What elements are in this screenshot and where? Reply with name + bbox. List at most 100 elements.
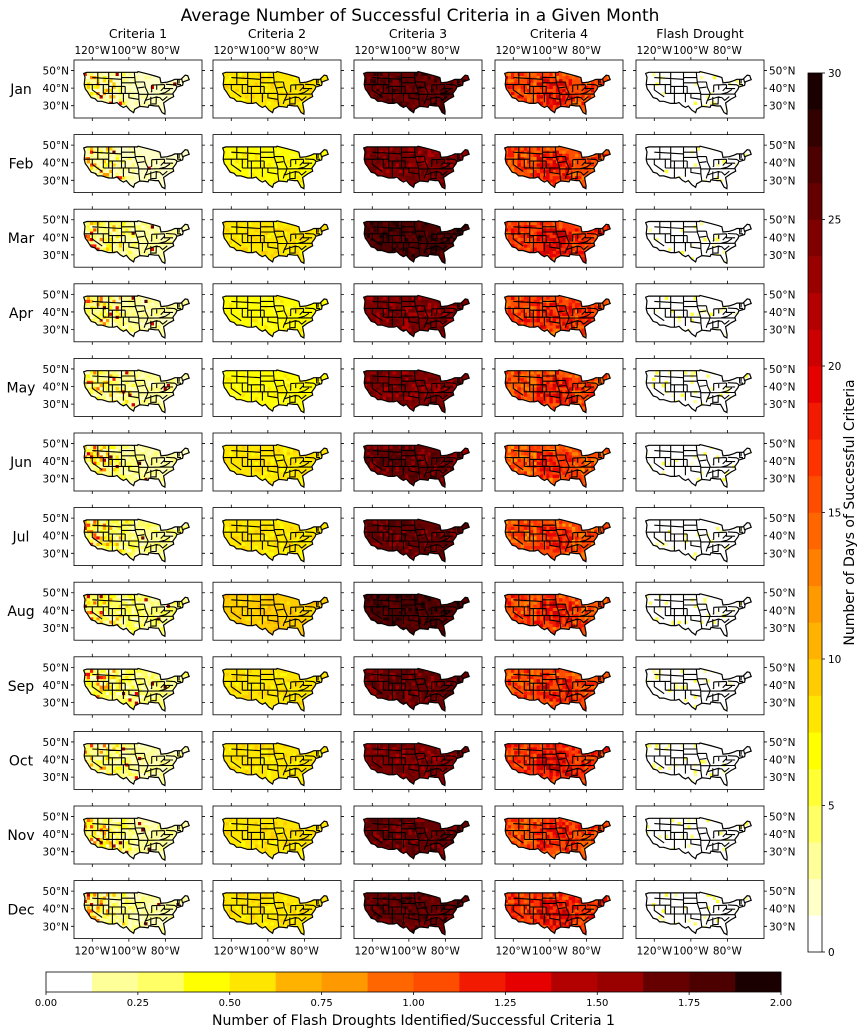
lat-tick-label: 50°N (769, 364, 795, 376)
colorbar-level (46, 972, 93, 992)
lon-tick-label: 120°W (213, 45, 249, 57)
conus-outline (221, 667, 329, 712)
row-label: Aug (7, 604, 34, 620)
panel-frame (494, 581, 624, 641)
state-borders (84, 221, 184, 256)
conus-outline (362, 369, 470, 414)
lon-tick-label: 80°W (572, 946, 602, 958)
lat-tick-label: 30°N (769, 847, 795, 859)
colorbar-level (808, 695, 822, 733)
right-colorbar-tick: 25 (828, 215, 841, 227)
lat-tick-label: 50°N (769, 662, 795, 674)
bottom-colorbar-tick: 1.25 (494, 998, 516, 1009)
conus-outline (503, 891, 611, 936)
colorbar-level (808, 402, 822, 440)
state-borders (223, 146, 323, 181)
state-borders (505, 445, 605, 480)
state-borders (364, 146, 464, 181)
panel-frame (353, 805, 483, 865)
map-panel (210, 355, 344, 420)
lat-tick-label: 30°N (43, 548, 69, 560)
colorbar-level (808, 475, 822, 513)
map-panel: 50°N 40°N 30°N (633, 430, 795, 494)
colorbar-level (689, 972, 736, 992)
state-borders (84, 743, 184, 778)
panel-frame (353, 432, 483, 492)
map-panel: 50°N 40°N 30°N (633, 803, 795, 867)
panel-frame (212, 432, 342, 492)
state-borders (364, 892, 464, 927)
lon-tick-label: 120°W (495, 45, 531, 57)
panel-frame (73, 208, 203, 268)
row-label: Jan (9, 82, 32, 98)
conus-outline (503, 742, 611, 787)
lon-tick-label: 120°W (213, 946, 249, 958)
lat-tick-label: 40°N (769, 456, 795, 468)
lat-tick-label: 30°N (43, 325, 69, 337)
state-borders (84, 146, 184, 181)
lat-tick-label: 40°N (769, 531, 795, 543)
state-borders (223, 72, 323, 107)
lat-tick-label: 40°N (769, 382, 795, 394)
map-panel: 50°N 40°N 30°N (633, 579, 795, 644)
column-header: Criteria 3 (389, 26, 447, 41)
lon-tick-label: 100°W (391, 946, 427, 958)
conus-outline (503, 220, 611, 265)
panel-frame (212, 507, 342, 567)
lat-tick-label: 30°N (769, 175, 795, 187)
lat-tick-label: 30°N (43, 847, 69, 859)
conus-outline (362, 70, 470, 116)
lon-tick-label: 100°W (111, 946, 147, 958)
conus-outline (221, 518, 329, 563)
colorbar-level (808, 146, 822, 184)
map-panel: 50°N 40°N 30°N (633, 206, 795, 271)
conus-outline (221, 891, 329, 936)
panel-frame (494, 208, 624, 268)
bottom-colorbar-tick: 1.50 (586, 998, 608, 1009)
lat-tick-label: 50°N (769, 215, 795, 227)
colorbar-level (808, 842, 822, 880)
conus-outline (362, 443, 470, 489)
map-panel (492, 504, 626, 569)
conus-outline (82, 145, 190, 190)
lat-tick-label: 30°N (43, 474, 69, 486)
lon-tick-label: 120°W (636, 45, 672, 57)
conus-outline (503, 145, 611, 190)
conus-outline (82, 70, 190, 116)
map-panel: 50°N 40°N 30°N (43, 355, 205, 420)
state-borders (84, 370, 184, 405)
state-borders (84, 818, 184, 853)
colorbar-level (367, 972, 414, 992)
colorbar-level (808, 329, 822, 367)
map-panel (492, 131, 626, 196)
conus-outline (644, 667, 752, 712)
lat-tick-label: 50°N (43, 588, 69, 600)
panel-frame (212, 134, 342, 194)
colorbar-level (808, 439, 822, 477)
state-borders (84, 72, 184, 107)
state-borders (646, 72, 746, 107)
panel-frame (212, 880, 342, 939)
map-panel: Criteria 2 120°W 100°W 80°W (210, 26, 344, 121)
lat-tick-label: 30°N (769, 325, 795, 337)
map-panel (492, 803, 626, 867)
bottom-colorbar-tick: 2.00 (770, 998, 792, 1009)
bottom-colorbar-tick: 0.50 (219, 998, 241, 1009)
panel-frame (635, 507, 765, 567)
lon-tick-label: 100°W (250, 45, 286, 57)
lat-tick-label: 30°N (43, 175, 69, 187)
panel-frame (212, 731, 342, 790)
panel-frame (494, 134, 624, 194)
colorbar-level (808, 732, 822, 770)
conus-outline (82, 593, 190, 638)
state-borders (646, 892, 746, 927)
state-borders (364, 296, 464, 331)
lat-tick-label: 50°N (769, 737, 795, 749)
conus-outline (82, 742, 190, 787)
lat-tick-label: 50°N (769, 66, 795, 78)
state-borders (364, 519, 464, 554)
state-borders (84, 296, 184, 331)
state-borders (364, 669, 464, 704)
lat-tick-label: 50°N (43, 66, 69, 78)
map-panel: Criteria 4 120°W 100°W 80°W (492, 26, 626, 121)
